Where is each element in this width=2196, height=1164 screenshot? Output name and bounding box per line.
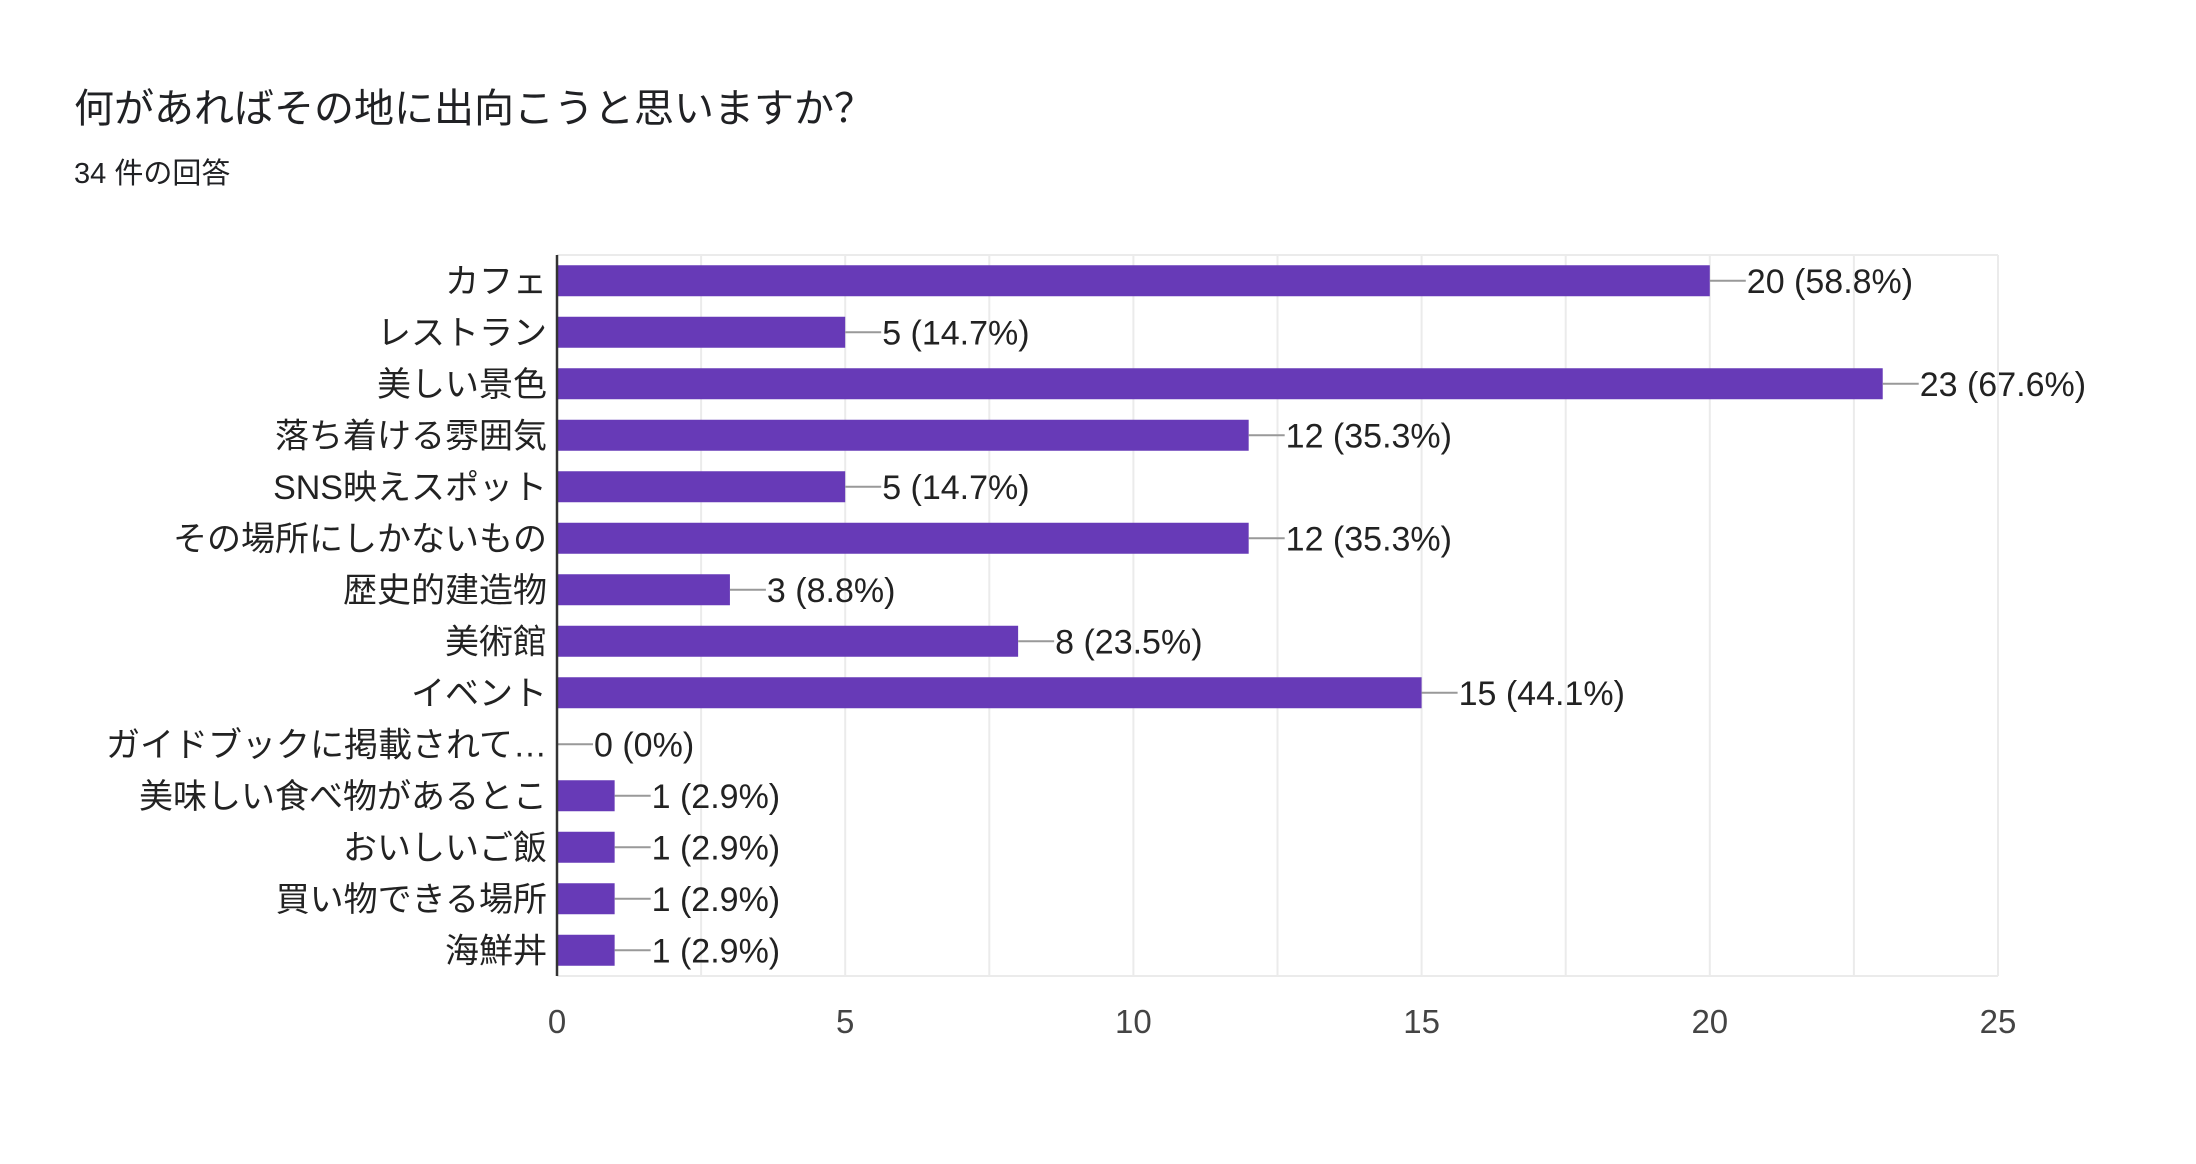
bar — [557, 471, 846, 503]
data-label: 20 (58.8%) — [1747, 263, 1913, 301]
x-tick-label: 5 — [836, 1003, 854, 1040]
bar — [557, 780, 615, 812]
data-label: 3 (8.8%) — [767, 572, 896, 610]
bar — [557, 677, 1422, 709]
data-label: 12 (35.3%) — [1286, 417, 1452, 455]
data-label: 5 (14.7%) — [882, 469, 1029, 507]
data-label: 5 (14.7%) — [882, 314, 1029, 352]
bar — [557, 316, 846, 348]
category-label: 歴史的建造物 — [343, 572, 547, 610]
bar — [557, 574, 730, 606]
category-label: カフェ — [445, 263, 547, 301]
category-label: レストラン — [377, 314, 547, 352]
data-label: 23 (67.6%) — [1920, 366, 2086, 404]
data-label: 1 (2.9%) — [652, 932, 781, 970]
category-label: SNS映えスポット — [273, 469, 547, 507]
x-tick-label: 25 — [1980, 1003, 2017, 1040]
x-tick-label: 0 — [548, 1003, 566, 1040]
chart-title: 何があればその地に出向こうと思いますか？ — [74, 87, 874, 131]
data-label: 1 (2.9%) — [652, 881, 781, 919]
category-label: 美術館 — [445, 623, 547, 661]
bar — [557, 265, 1710, 297]
bar — [557, 934, 615, 966]
data-label: 0 (0%) — [594, 726, 694, 764]
bar — [557, 368, 1883, 400]
data-label: 15 (44.1%) — [1459, 675, 1625, 713]
bar — [557, 419, 1249, 451]
data-label: 8 (23.5%) — [1055, 623, 1202, 661]
data-label: 1 (2.9%) — [652, 778, 781, 816]
bar — [557, 831, 615, 863]
category-label: その場所にしかないもの — [173, 520, 547, 558]
data-label: 12 (35.3%) — [1286, 520, 1452, 558]
x-tick-label: 15 — [1403, 1003, 1440, 1040]
category-label: イベント — [411, 675, 547, 713]
category-label: 美味しい食べ物があるとこ — [139, 778, 547, 816]
response-count: 34 件の回答 — [74, 158, 231, 190]
bar — [557, 883, 615, 915]
category-label: 買い物できる場所 — [276, 881, 547, 919]
category-label: ガイドブックに掲載されて… — [106, 726, 547, 764]
bar — [557, 625, 1019, 657]
category-label: 美しい景色 — [377, 366, 547, 404]
data-label: 1 (2.9%) — [652, 829, 781, 867]
x-tick-label: 20 — [1691, 1003, 1728, 1040]
category-label: 海鮮丼 — [445, 932, 547, 970]
bar — [557, 522, 1249, 554]
category-label: おいしいご飯 — [343, 829, 547, 867]
category-label: 落ち着ける雰囲気 — [275, 417, 547, 455]
x-tick-label: 10 — [1115, 1003, 1152, 1040]
